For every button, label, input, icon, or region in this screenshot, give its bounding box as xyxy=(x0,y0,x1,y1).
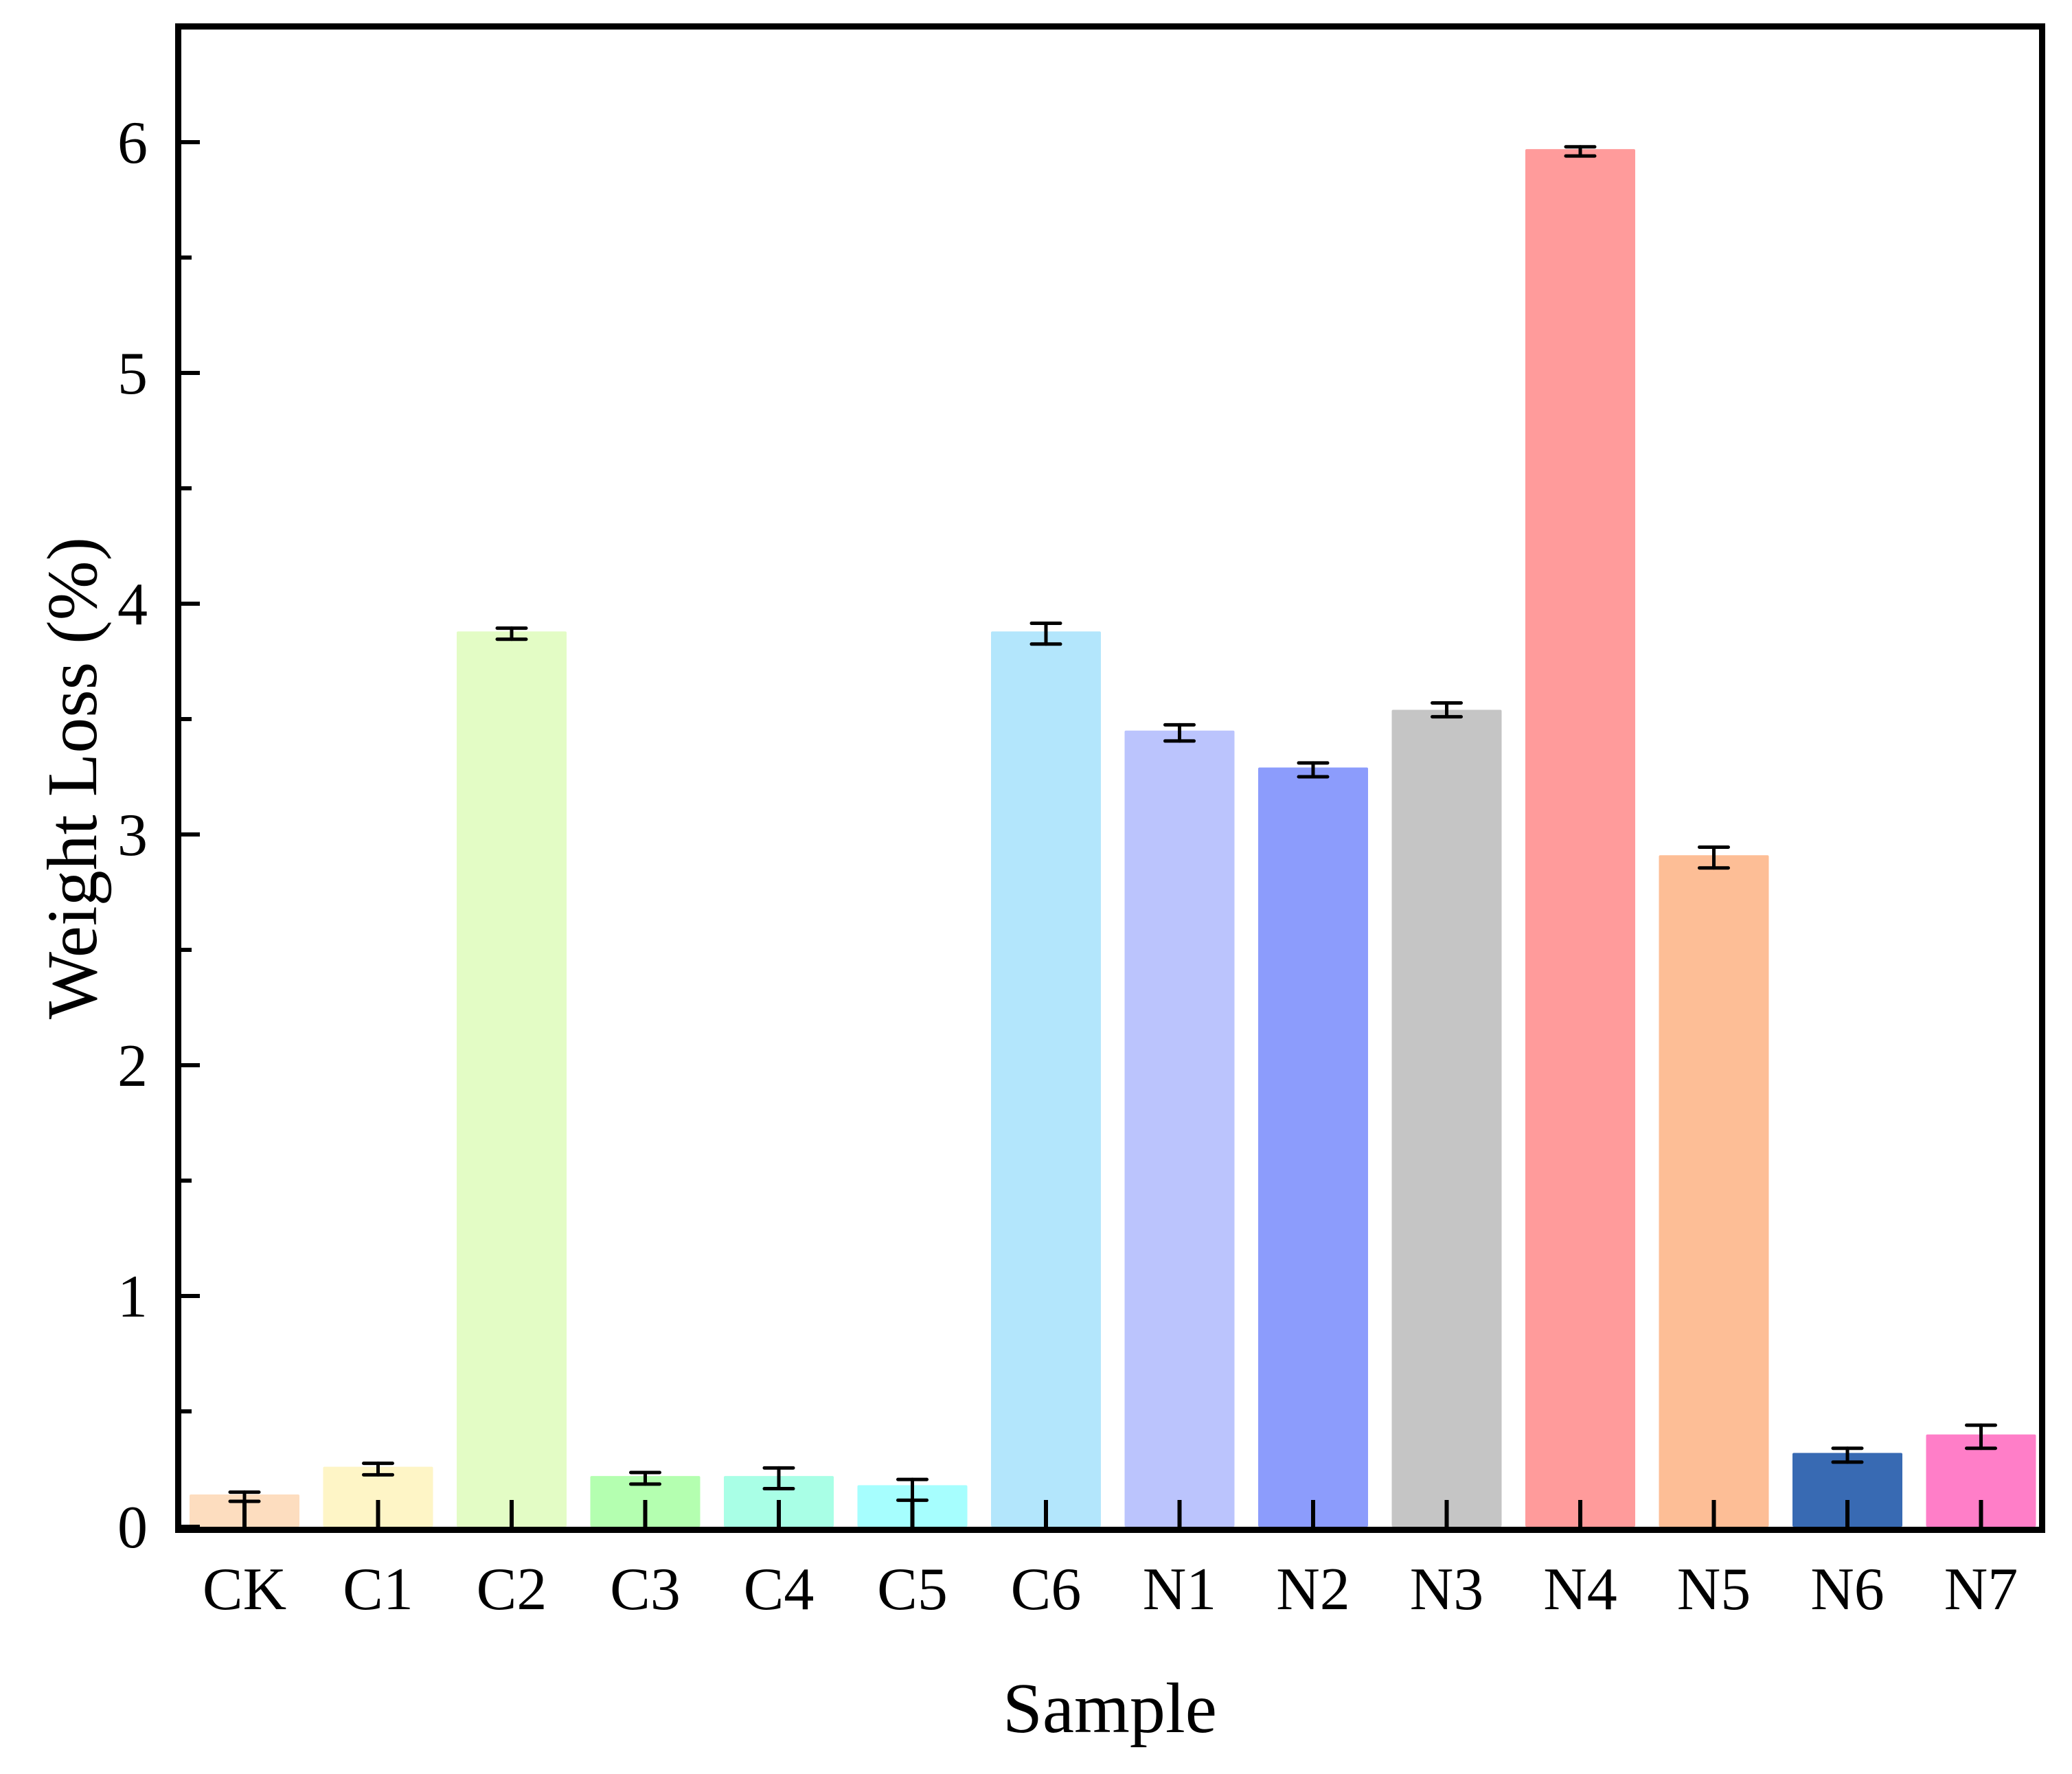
x-tick-label: C4 xyxy=(744,1556,815,1623)
x-tick-labels: CK C1 C2 C3 C4 C5 C6 N1 N2 N3 N4 N5 N6 N7 xyxy=(203,1556,2018,1623)
error-bar-n2 xyxy=(1297,761,1330,779)
y-tick-label: 2 xyxy=(117,1033,148,1100)
x-axis-title: Sample xyxy=(1003,1669,1217,1748)
y-axis-title: Weight Loss (%) xyxy=(33,537,112,1019)
bar-c2 xyxy=(457,631,567,1527)
bar-n5 xyxy=(1659,855,1769,1527)
error-bar-n7 xyxy=(1965,1423,1997,1451)
x-tick-label: N2 xyxy=(1276,1556,1350,1623)
error-bar-n3 xyxy=(1431,701,1463,719)
error-bar-c1 xyxy=(362,1462,394,1477)
bars-group xyxy=(190,149,2036,1527)
x-tick-label: N4 xyxy=(1543,1556,1617,1623)
y-tick-labels: 0 1 2 3 4 5 6 xyxy=(117,110,148,1561)
y-tick-label: 0 xyxy=(117,1494,148,1561)
plot-frame xyxy=(175,23,2045,1533)
error-bar-c6 xyxy=(1029,622,1062,646)
bar-n7 xyxy=(1926,1434,2036,1527)
bar-n6 xyxy=(1792,1453,1902,1527)
error-bar-n5 xyxy=(1698,845,1730,870)
x-tick-label: C5 xyxy=(877,1556,948,1623)
x-tick-label: N7 xyxy=(1944,1556,2018,1623)
x-tick-label: C1 xyxy=(343,1556,413,1623)
x-axis-ticks xyxy=(242,1500,1983,1527)
bar-n2 xyxy=(1258,767,1368,1527)
error-bar-c3 xyxy=(629,1470,661,1486)
bar-c1 xyxy=(323,1466,433,1527)
y-tick-label: 4 xyxy=(117,571,148,638)
error-bar-c2 xyxy=(495,626,528,641)
error-bar-n1 xyxy=(1163,723,1196,743)
x-tick-label: C6 xyxy=(1011,1556,1082,1623)
error-bar-c4 xyxy=(762,1466,795,1491)
x-tick-label: C3 xyxy=(610,1556,681,1623)
x-tick-label: CK xyxy=(203,1556,286,1623)
x-tick-label: N1 xyxy=(1143,1556,1217,1623)
bar-n4 xyxy=(1525,149,1635,1527)
error-bar-n6 xyxy=(1831,1446,1864,1464)
error-bar-n4 xyxy=(1564,145,1597,158)
bar-c6 xyxy=(991,631,1101,1527)
bar-n1 xyxy=(1124,730,1235,1527)
error-bars-group xyxy=(228,145,1997,1503)
y-tick-label: 1 xyxy=(117,1264,148,1330)
y-tick-label: 3 xyxy=(117,802,148,869)
y-tick-label: 5 xyxy=(117,341,148,407)
y-tick-label: 6 xyxy=(117,110,148,177)
x-tick-label: N5 xyxy=(1677,1556,1751,1623)
bar-n3 xyxy=(1391,709,1502,1527)
x-tick-label: C2 xyxy=(477,1556,547,1623)
x-tick-label: N3 xyxy=(1410,1556,1484,1623)
x-tick-label: N6 xyxy=(1810,1556,1885,1623)
y-axis-ticks xyxy=(181,140,200,1529)
